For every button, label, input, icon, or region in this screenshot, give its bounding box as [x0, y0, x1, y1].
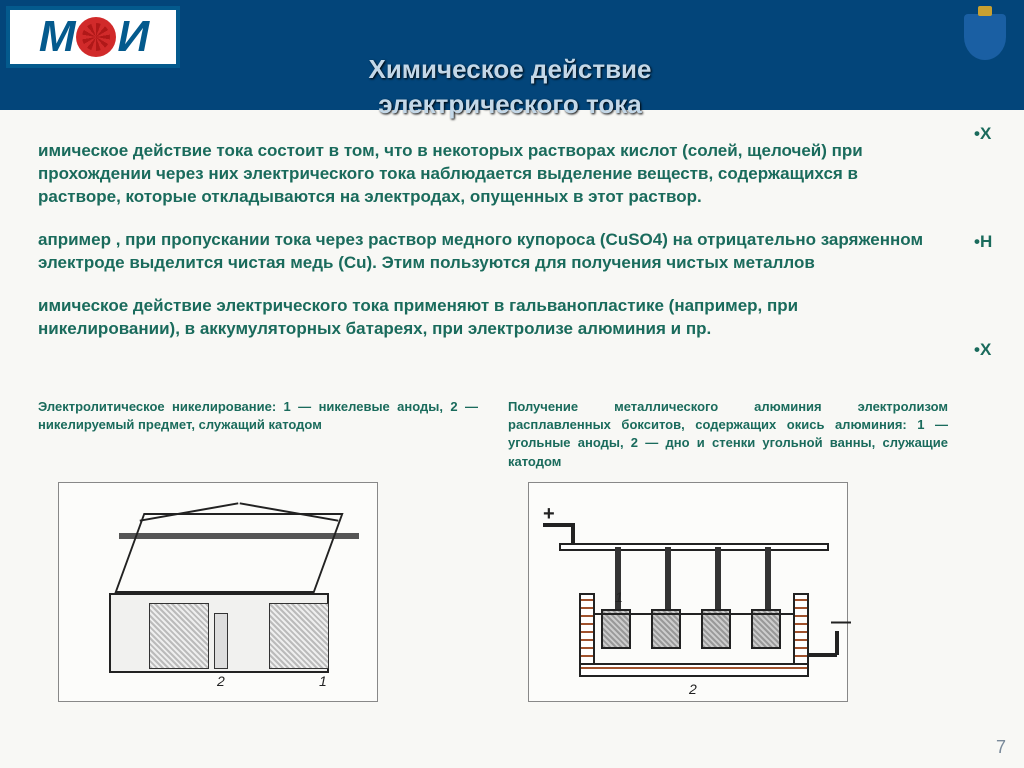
label-2: 2: [217, 673, 225, 689]
sign-plus: +: [543, 503, 555, 526]
bullet-2: •Н: [974, 232, 1014, 252]
paragraph-1: имическое действие тока состоит в том, ч…: [38, 140, 938, 209]
bullet-3: •Х: [974, 340, 1014, 360]
title-line-1: Химическое действие: [200, 52, 820, 87]
caption-left: Электролитическое никелирование: 1 — ник…: [38, 398, 478, 472]
label-r1: 1: [615, 589, 623, 605]
side-bullets: •Х •Н •Х: [974, 124, 1014, 448]
logo-text: М И: [39, 12, 147, 62]
sign-minus: —: [831, 611, 851, 634]
diagram-nickel: 2 1: [58, 482, 378, 702]
label-1: 1: [319, 673, 327, 689]
title-line-2: электрического тока: [200, 87, 820, 122]
logo-letter-i: И: [118, 12, 148, 62]
crest-icon: [956, 4, 1014, 68]
paragraph-2: апример , при пропускании тока через рас…: [38, 229, 938, 275]
figure-left: Электролитическое никелирование: 1 — ник…: [38, 398, 508, 702]
diagram-aluminum: + — 1 2: [528, 482, 848, 702]
bullet-1: •Х: [974, 124, 1014, 144]
figure-right: Получение металлического алюминия электр…: [508, 398, 978, 702]
caption-right: Получение металлического алюминия электр…: [508, 398, 948, 472]
slide-title: Химическое действие электрического тока: [200, 52, 820, 122]
gear-icon: [76, 17, 116, 57]
body-content: имическое действие тока состоит в том, ч…: [38, 140, 938, 361]
logo: М И: [6, 6, 180, 68]
figures-row: Электролитическое никелирование: 1 — ник…: [38, 398, 978, 702]
label-r2: 2: [689, 681, 697, 697]
header-bar: М И Химическое действие электрического т…: [0, 0, 1024, 110]
logo-letter-m: М: [39, 12, 74, 62]
page-number: 7: [996, 737, 1006, 758]
paragraph-3: имическое действие электрического тока п…: [38, 295, 938, 341]
